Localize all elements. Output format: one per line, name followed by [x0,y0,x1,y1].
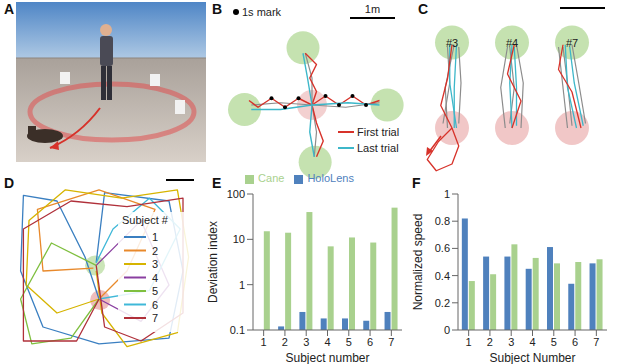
svg-text:7: 7 [152,312,158,324]
svg-text:7: 7 [388,336,394,348]
svg-text:0.1: 0.1 [230,324,245,336]
svg-text:1s mark: 1s mark [242,6,282,18]
svg-text:First trial: First trial [357,126,399,138]
svg-text:7: 7 [593,336,599,348]
svg-text:0: 0 [444,324,450,336]
svg-text:Subject #: Subject # [122,214,169,226]
svg-text:D: D [4,175,14,191]
html-text:Cane: Cane [258,172,285,184]
svg-text:1: 1 [239,279,245,291]
svg-text:3: 3 [152,258,158,270]
svg-text:6: 6 [572,336,578,348]
svg-text:0.2: 0.2 [435,297,450,309]
svg-text:Deviation index: Deviation index [206,221,220,303]
svg-text:4: 4 [529,336,535,348]
svg-text:Subject number: Subject number [285,351,369,364]
svg-text:Normalized speed: Normalized speed [411,214,425,311]
svg-text:3: 3 [508,336,514,348]
svg-text:E: E [212,175,221,191]
svg-text:6: 6 [152,299,158,311]
svg-text:5: 5 [152,285,158,297]
svg-text:C: C [418,1,428,17]
svg-text:0.6: 0.6 [435,242,450,254]
svg-text:Subject Number: Subject Number [489,351,575,364]
svg-text:2: 2 [282,336,288,348]
svg-text:1: 1 [261,336,267,348]
svg-text:0.8: 0.8 [435,215,450,227]
svg-text:A: A [4,1,14,17]
svg-text:2: 2 [152,245,158,257]
svg-text:#7: #7 [566,37,578,49]
svg-text:#3: #3 [446,37,458,49]
svg-text:1: 1 [152,231,158,243]
svg-text:100: 100 [227,188,245,200]
svg-text:Last trial: Last trial [357,142,399,154]
svg-text:6: 6 [367,336,373,348]
svg-text:10: 10 [233,233,245,245]
svg-text:#4: #4 [506,37,518,49]
svg-text:B: B [212,1,222,17]
svg-text:5: 5 [346,336,352,348]
svg-text:3: 3 [303,336,309,348]
svg-text:0.4: 0.4 [435,270,450,282]
svg-text:5: 5 [551,336,557,348]
html-text:HoloLens: HoloLens [307,172,354,184]
svg-text:1m: 1m [365,3,380,15]
svg-text:2: 2 [487,336,493,348]
svg-text:4: 4 [152,272,158,284]
svg-text:4: 4 [324,336,330,348]
svg-text:1: 1 [466,336,472,348]
svg-text:F: F [412,175,421,191]
svg-text:1: 1 [444,188,450,200]
